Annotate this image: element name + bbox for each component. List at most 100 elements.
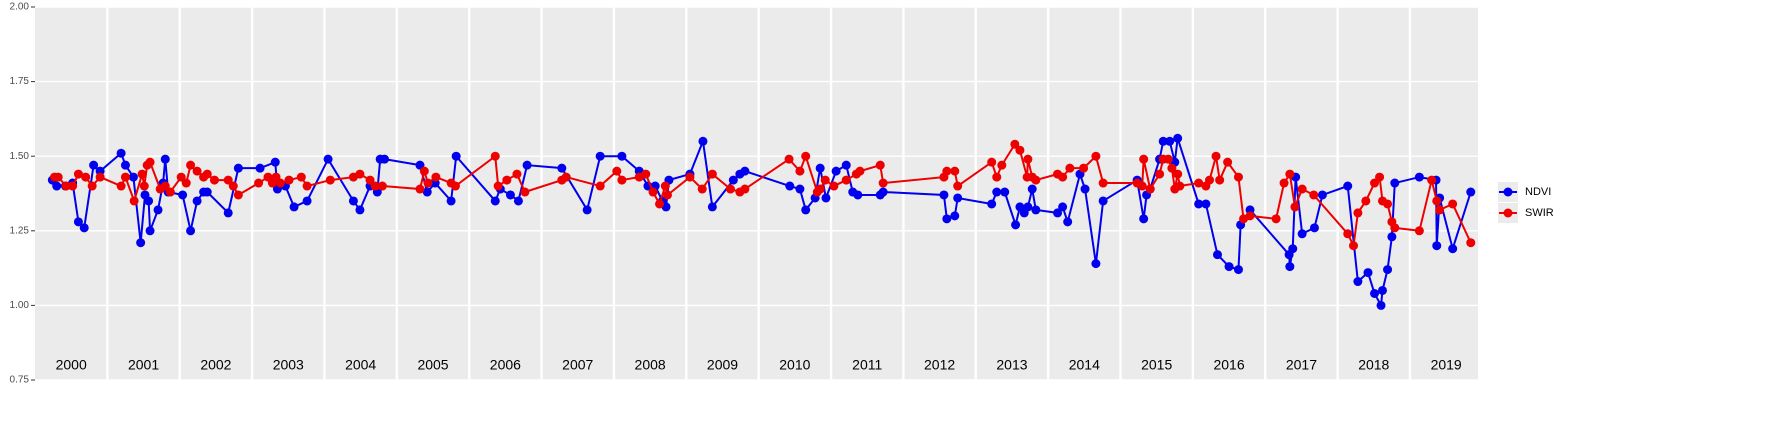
data-point xyxy=(490,196,500,206)
year-label: 2009 xyxy=(707,357,738,373)
data-point xyxy=(953,181,963,191)
data-point xyxy=(186,160,196,170)
data-point xyxy=(953,193,963,203)
data-point xyxy=(698,136,708,146)
legend-label: SWIR xyxy=(1525,207,1554,219)
data-point xyxy=(815,163,825,173)
data-point xyxy=(493,181,503,191)
data-point xyxy=(348,196,358,206)
data-point xyxy=(323,154,333,164)
legend-dot xyxy=(1503,187,1513,197)
data-point xyxy=(1205,175,1215,185)
data-point xyxy=(95,172,105,182)
data-point xyxy=(841,175,851,185)
data-point xyxy=(1031,205,1041,215)
data-point xyxy=(1011,220,1021,230)
legend-label: NDVI xyxy=(1525,186,1551,198)
data-point xyxy=(370,181,380,191)
data-point xyxy=(992,187,1002,197)
data-point xyxy=(1309,190,1319,200)
data-point xyxy=(875,160,885,170)
data-point xyxy=(1427,175,1437,185)
data-point xyxy=(987,157,997,167)
year-label: 2000 xyxy=(56,357,87,373)
data-point xyxy=(997,160,1007,170)
data-point xyxy=(1448,199,1458,209)
data-point xyxy=(1027,184,1037,194)
data-point xyxy=(255,163,265,173)
data-point xyxy=(289,202,299,212)
data-point xyxy=(740,184,750,194)
data-point xyxy=(160,154,170,164)
data-point xyxy=(785,181,795,191)
data-point xyxy=(1376,300,1386,310)
data-point xyxy=(1432,241,1442,251)
data-point xyxy=(1053,208,1063,218)
year-label: 2017 xyxy=(1286,357,1317,373)
data-point xyxy=(502,175,512,185)
data-point xyxy=(422,187,432,197)
data-point xyxy=(1023,154,1033,164)
data-point xyxy=(160,181,170,191)
data-point xyxy=(415,184,425,194)
year-label: 2001 xyxy=(128,357,159,373)
y-tick-label: 1.75 xyxy=(10,76,30,87)
data-point xyxy=(302,181,312,191)
data-point xyxy=(165,187,175,197)
data-point xyxy=(582,205,592,215)
data-point xyxy=(120,172,130,182)
data-point xyxy=(1370,288,1380,298)
data-point xyxy=(878,187,888,197)
data-point xyxy=(181,178,191,188)
data-point xyxy=(1390,178,1400,188)
data-point xyxy=(120,160,130,170)
data-point xyxy=(209,175,219,185)
data-point xyxy=(1387,232,1397,242)
data-point xyxy=(641,169,651,179)
data-point xyxy=(939,190,949,200)
data-point xyxy=(1290,202,1300,212)
data-point xyxy=(355,169,365,179)
data-point xyxy=(1201,199,1211,209)
data-point xyxy=(52,181,62,191)
data-point xyxy=(1383,199,1393,209)
data-point xyxy=(522,160,532,170)
data-point xyxy=(355,205,365,215)
data-point xyxy=(145,226,155,236)
data-point xyxy=(660,181,670,191)
data-point xyxy=(1317,190,1327,200)
data-point xyxy=(1343,181,1353,191)
panel-background xyxy=(35,7,1478,380)
data-point xyxy=(520,187,530,197)
year-label: 2005 xyxy=(417,357,448,373)
data-point xyxy=(1224,262,1234,272)
data-point xyxy=(451,151,461,161)
data-point xyxy=(707,169,717,179)
data-point xyxy=(223,175,233,185)
data-point xyxy=(795,166,805,176)
data-point xyxy=(136,238,146,248)
data-point xyxy=(1165,136,1175,146)
data-point xyxy=(1466,238,1476,248)
data-point xyxy=(1370,178,1380,188)
data-point xyxy=(1211,151,1221,161)
data-point xyxy=(490,151,500,161)
data-point xyxy=(1158,136,1168,146)
data-point xyxy=(617,151,627,161)
data-point xyxy=(1390,223,1400,233)
data-point xyxy=(820,175,830,185)
year-label: 2013 xyxy=(996,357,1027,373)
year-label: 2007 xyxy=(562,357,593,373)
data-point xyxy=(1343,229,1353,239)
data-point xyxy=(1414,172,1424,182)
data-point xyxy=(1353,277,1363,287)
data-point xyxy=(1015,145,1025,155)
data-point xyxy=(1058,202,1068,212)
data-point xyxy=(1091,259,1101,269)
data-point xyxy=(697,184,707,194)
data-point xyxy=(1377,285,1387,295)
data-point xyxy=(73,217,83,227)
data-point xyxy=(296,172,306,182)
data-point xyxy=(987,199,997,209)
data-point xyxy=(1361,196,1371,206)
